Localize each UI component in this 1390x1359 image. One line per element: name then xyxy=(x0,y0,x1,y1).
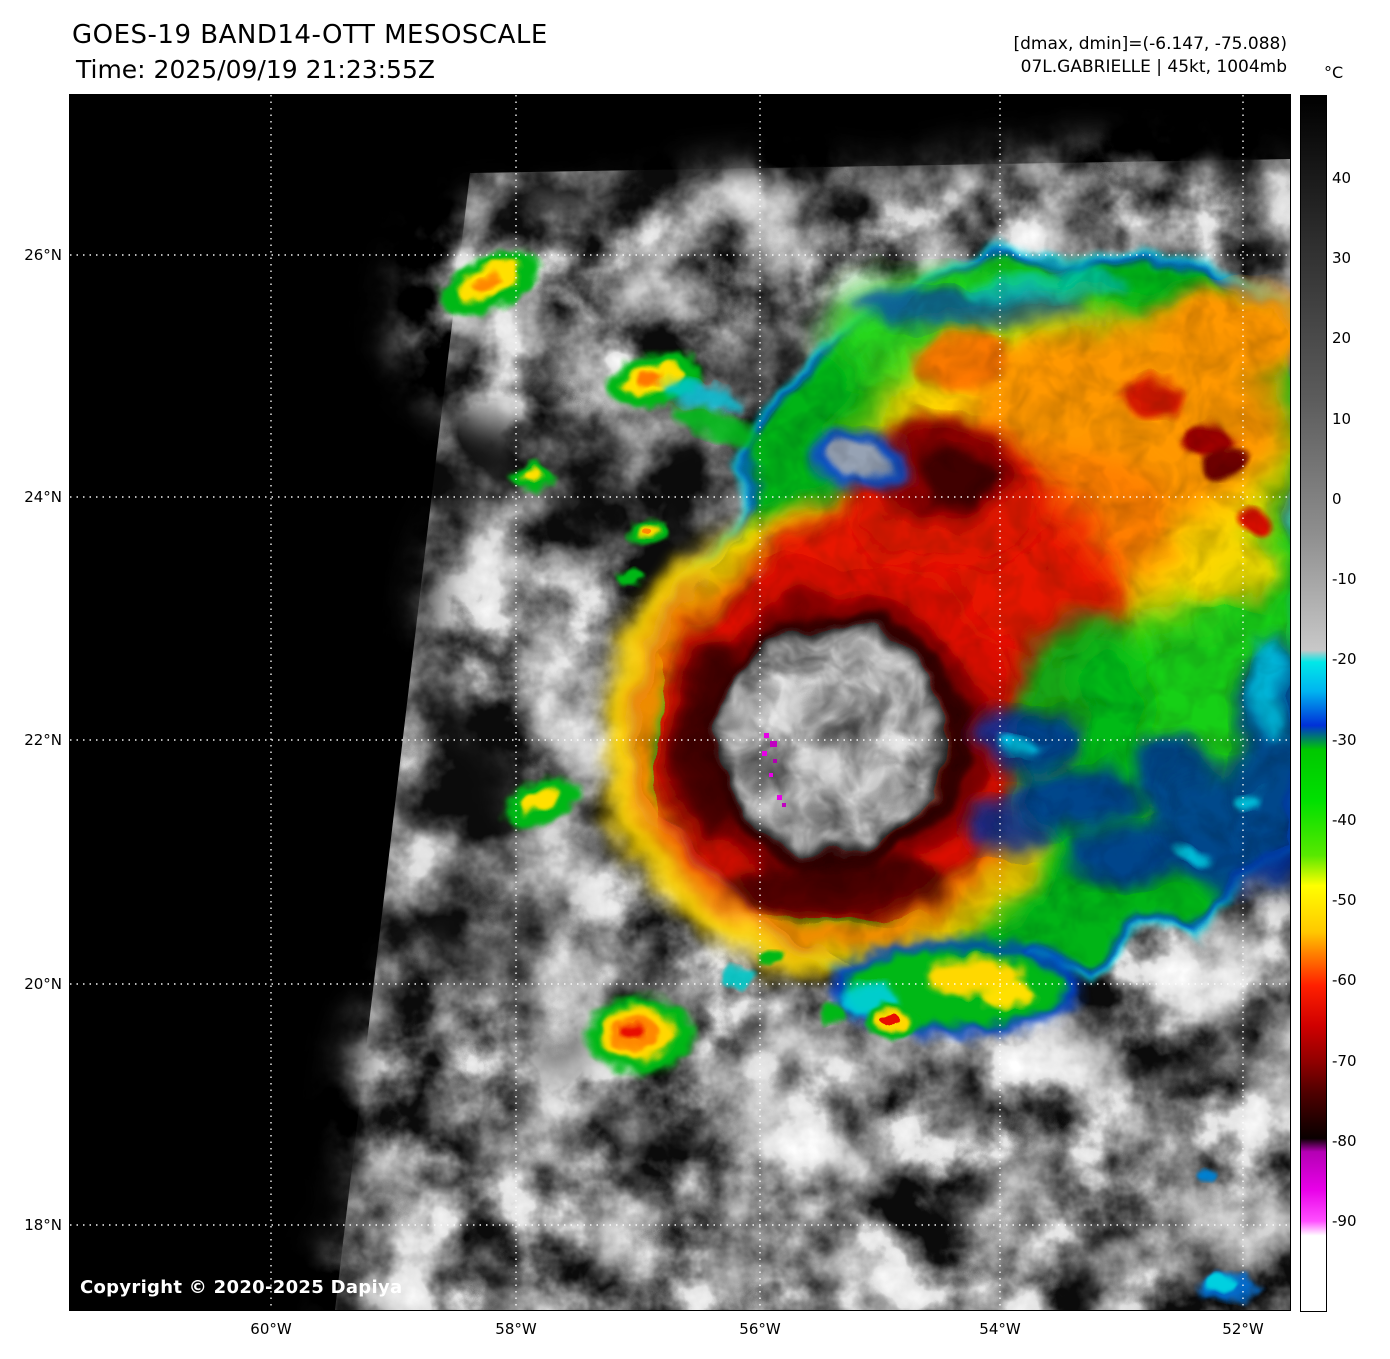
cbar-tick: 30 xyxy=(1332,249,1352,267)
header-readouts: [dmax, dmin]=(-6.147, -75.088) 07L.GABRI… xyxy=(1014,33,1288,79)
lat-label-22n: 22°N xyxy=(24,731,62,749)
storm-info: 07L.GABRIELLE | 45kt, 1004mb xyxy=(1020,57,1287,77)
lon-label-60w: 60°W xyxy=(250,1320,292,1338)
cbar-tick: -10 xyxy=(1332,570,1357,588)
cbar-tick: 10 xyxy=(1332,410,1352,428)
colorbar-unit-label: °C xyxy=(1324,63,1344,82)
product-title: GOES-19 BAND14-OTT MESOSCALE xyxy=(72,20,548,50)
lat-label-20n: 20°N xyxy=(24,975,62,993)
lat-label-24n: 24°N xyxy=(24,488,62,506)
lon-label-56w: 56°W xyxy=(739,1320,781,1338)
lat-label-26n: 26°N xyxy=(24,246,62,264)
dmax-dmin-readout: [dmax, dmin]=(-6.147, -75.088) xyxy=(1013,34,1288,54)
cbar-tick: -60 xyxy=(1332,971,1357,989)
cbar-tick: 20 xyxy=(1332,329,1352,347)
lon-label-52w: 52°W xyxy=(1222,1320,1264,1338)
cbar-tick: -50 xyxy=(1332,891,1357,909)
cbar-tick: -80 xyxy=(1332,1132,1357,1150)
lon-label-54w: 54°W xyxy=(979,1320,1021,1338)
map-frame: Copyright © 2020-2025 Dapiya xyxy=(70,95,1290,1310)
product-time: Time: 2025/09/19 21:23:55Z xyxy=(76,55,435,84)
cbar-tick: -90 xyxy=(1332,1212,1357,1230)
cbar-tick: 0 xyxy=(1332,490,1342,508)
temperature-colorbar xyxy=(1300,95,1327,1312)
cbar-tick: 40 xyxy=(1332,169,1352,187)
cbar-tick: -20 xyxy=(1332,650,1357,668)
overshoot-pixels xyxy=(762,733,786,807)
cbar-tick: -70 xyxy=(1332,1052,1357,1070)
graticule xyxy=(70,95,1290,1310)
copyright-label: Copyright © 2020-2025 Dapiya xyxy=(80,1277,403,1298)
convective-cells xyxy=(441,250,1258,1301)
cbar-tick: -30 xyxy=(1332,731,1357,749)
lat-label-18n: 18°N xyxy=(24,1216,62,1234)
cbar-tick: -40 xyxy=(1332,811,1357,829)
lon-label-58w: 58°W xyxy=(495,1320,537,1338)
satellite-image xyxy=(70,95,1290,1310)
